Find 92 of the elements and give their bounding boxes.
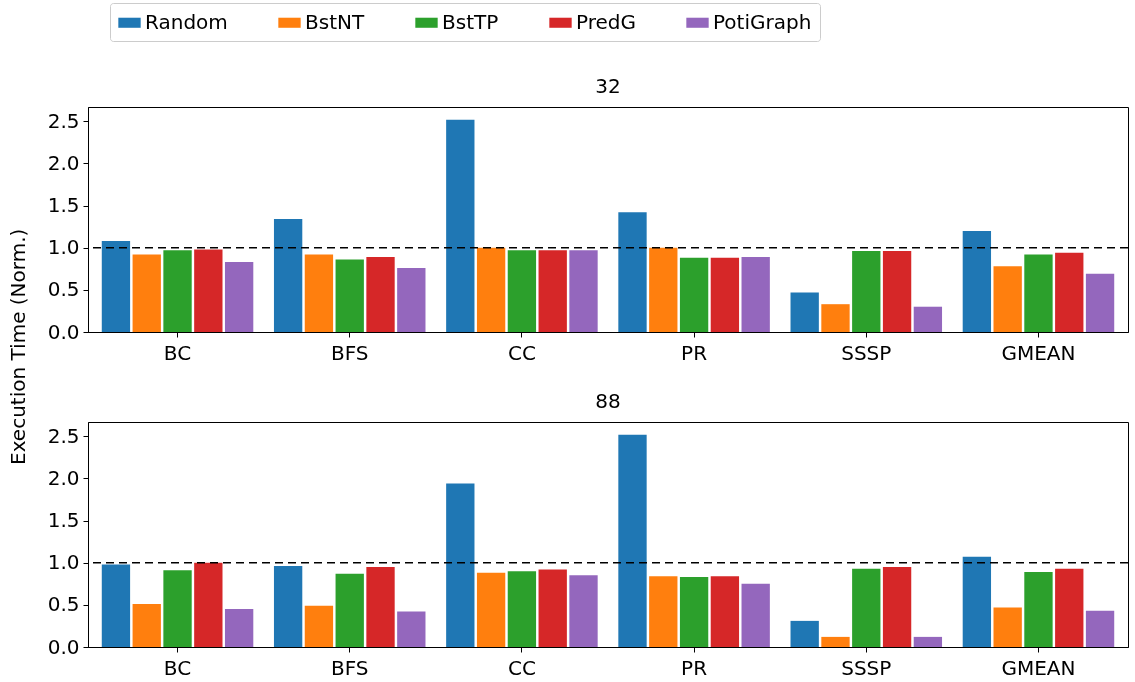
bar <box>993 266 1022 332</box>
bar <box>679 257 709 332</box>
legend-label: PotiGraph <box>713 9 812 34</box>
bar <box>790 292 819 332</box>
bar <box>649 576 678 647</box>
bar <box>273 219 303 332</box>
bar <box>273 566 303 647</box>
y-tick-label: 2.5 <box>47 423 80 448</box>
y-tick-label: 1.5 <box>47 193 80 218</box>
bar <box>224 609 254 647</box>
bar <box>993 607 1022 647</box>
bar <box>446 119 475 332</box>
x-tick-label: BFS <box>330 655 369 680</box>
bar <box>476 247 506 332</box>
bar <box>366 257 395 332</box>
bar <box>618 212 647 332</box>
bar <box>852 568 881 647</box>
legend-label: BstTP <box>442 9 499 34</box>
bar <box>397 267 426 332</box>
x-tick-label: PR <box>681 655 708 680</box>
bar <box>882 566 912 647</box>
x-tick-label: GMEAN <box>1001 340 1076 365</box>
y-tick-label: 0.5 <box>47 592 80 617</box>
bar <box>1085 273 1115 332</box>
x-tick-label: CC <box>507 340 536 365</box>
bar <box>132 604 161 647</box>
y-tick-label: 0.0 <box>47 319 80 344</box>
y-tick-label: 1.5 <box>47 508 80 533</box>
y-tick-label: 0.5 <box>47 277 80 302</box>
bar <box>741 583 770 647</box>
bar <box>913 306 943 332</box>
bar <box>335 259 364 332</box>
bar <box>1055 252 1084 332</box>
bar <box>1085 610 1115 647</box>
bar <box>821 636 850 647</box>
bar <box>538 569 567 647</box>
bar <box>821 304 850 332</box>
bar <box>649 247 678 332</box>
x-tick-label: SSSP <box>841 340 892 365</box>
y-axis-title: Execution Time (Norm.) <box>6 228 30 465</box>
legend-label: Random <box>145 9 228 34</box>
chart-title: 88 <box>595 389 621 413</box>
bar <box>163 570 192 647</box>
x-tick-label: GMEAN <box>1001 655 1076 680</box>
y-tick-label: 2.5 <box>47 108 80 133</box>
bar <box>101 240 131 332</box>
bar <box>790 620 819 647</box>
bar <box>1024 572 1053 647</box>
chart-title: 32 <box>595 74 621 98</box>
y-tick-label: 2.0 <box>47 150 80 175</box>
bar <box>132 254 161 332</box>
x-tick-label: SSSP <box>841 655 892 680</box>
y-tick-label: 0.0 <box>47 634 80 659</box>
bar <box>507 250 537 332</box>
bar <box>335 573 364 647</box>
x-tick-label: PR <box>681 340 708 365</box>
y-tick-label: 1.0 <box>47 550 80 575</box>
legend-label: PredG <box>576 9 636 34</box>
bar <box>101 564 131 647</box>
bar <box>194 249 223 332</box>
bar <box>304 254 334 332</box>
bar <box>852 251 881 332</box>
bar <box>1024 254 1053 332</box>
bar <box>962 556 992 647</box>
bar <box>741 257 770 332</box>
bar <box>962 230 992 332</box>
bar <box>507 571 537 647</box>
bar <box>397 611 426 647</box>
x-tick-label: CC <box>507 655 536 680</box>
bar <box>446 483 475 647</box>
bar <box>476 572 506 647</box>
bar <box>569 250 598 332</box>
bar <box>913 636 943 647</box>
bar <box>304 605 334 647</box>
y-tick-label: 1.0 <box>47 235 80 260</box>
bar <box>538 250 567 332</box>
y-tick-label: 2.0 <box>47 465 80 490</box>
x-tick-label: BC <box>163 340 192 365</box>
bar <box>1055 568 1084 647</box>
bar <box>163 250 192 332</box>
bar <box>366 566 395 647</box>
bar <box>710 576 740 647</box>
bar <box>710 257 740 332</box>
legend-label: BstNT <box>305 9 365 34</box>
bar <box>224 262 254 332</box>
x-tick-label: BC <box>163 655 192 680</box>
bar <box>679 577 709 647</box>
bar <box>194 562 223 647</box>
x-tick-label: BFS <box>330 340 369 365</box>
bar <box>882 251 912 332</box>
bar <box>618 434 647 647</box>
bar <box>569 575 598 647</box>
